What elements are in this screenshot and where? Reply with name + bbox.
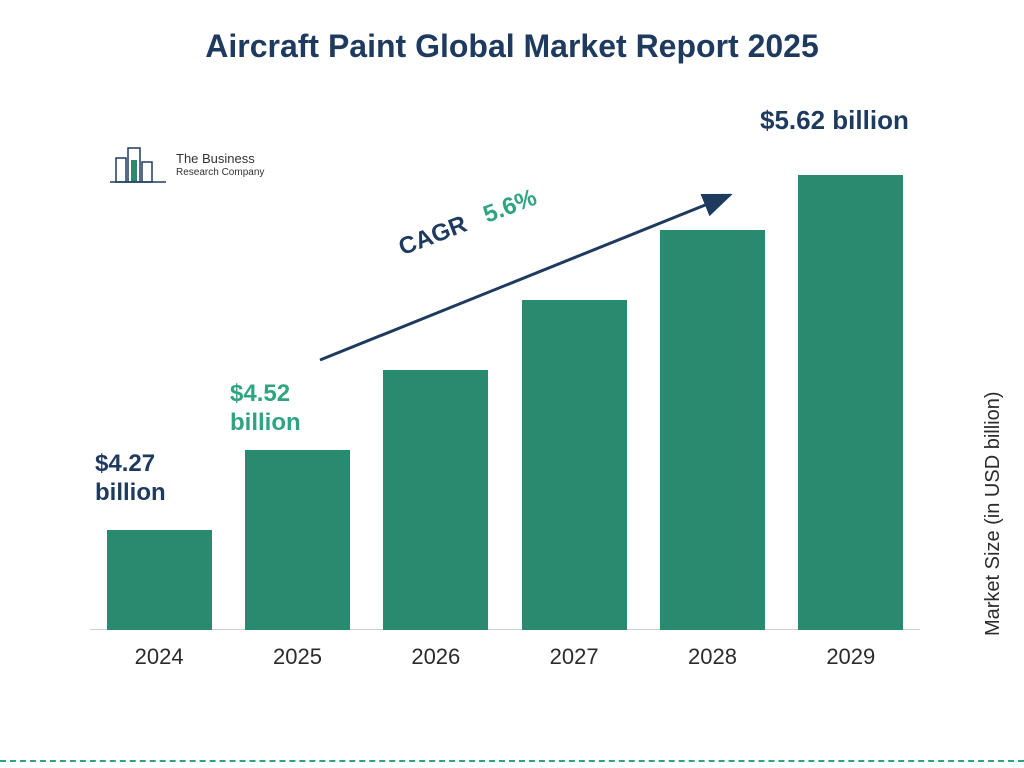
bar-wrap-2025 xyxy=(237,450,357,630)
x-axis-labels: 2024 2025 2026 2027 2028 2029 xyxy=(90,644,920,670)
bar-2024 xyxy=(107,530,212,630)
callout-2025-value: $4.52 xyxy=(230,380,290,407)
xlabel-2024: 2024 xyxy=(99,644,219,670)
callout-2025-unit: billion xyxy=(230,409,301,436)
xlabel-2027: 2027 xyxy=(514,644,634,670)
bottom-dashed-divider xyxy=(0,760,1024,762)
xlabel-2026: 2026 xyxy=(376,644,496,670)
xlabel-2025: 2025 xyxy=(237,644,357,670)
callout-2024: $4.27 billion xyxy=(95,450,166,508)
y-axis-label: Market Size (in USD billion) xyxy=(983,392,1006,637)
bar-2025 xyxy=(245,450,350,630)
xlabel-2028: 2028 xyxy=(652,644,772,670)
callout-2029: $5.62 billion xyxy=(760,105,909,136)
callout-2025: $4.52 billion xyxy=(230,380,301,438)
callout-2024-unit: billion xyxy=(95,479,166,506)
bar-2029 xyxy=(798,175,903,630)
xlabel-2029: 2029 xyxy=(791,644,911,670)
bar-wrap-2029 xyxy=(791,175,911,630)
callout-2024-value: $4.27 xyxy=(95,450,155,477)
bar-2026 xyxy=(383,370,488,630)
bar-wrap-2026 xyxy=(376,370,496,630)
bar-wrap-2024 xyxy=(99,530,219,630)
chart-title: Aircraft Paint Global Market Report 2025 xyxy=(0,28,1024,65)
